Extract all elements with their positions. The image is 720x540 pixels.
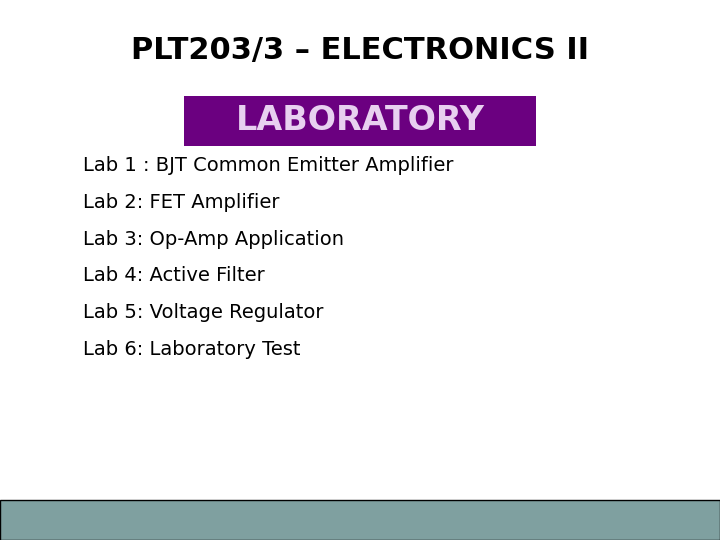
FancyBboxPatch shape xyxy=(0,500,720,540)
Text: Lab 3: Op-Amp Application: Lab 3: Op-Amp Application xyxy=(83,230,344,249)
Text: PLT203/3 – ELECTRONICS II: PLT203/3 – ELECTRONICS II xyxy=(131,36,589,65)
Text: Lab 5: Voltage Regulator: Lab 5: Voltage Regulator xyxy=(83,303,323,322)
Text: Lab 4: Active Filter: Lab 4: Active Filter xyxy=(83,266,264,286)
Text: Lab 6: Laboratory Test: Lab 6: Laboratory Test xyxy=(83,340,300,359)
Text: LABORATORY: LABORATORY xyxy=(235,104,485,138)
FancyBboxPatch shape xyxy=(184,96,536,146)
Text: Lab 1 : BJT Common Emitter Amplifier: Lab 1 : BJT Common Emitter Amplifier xyxy=(83,156,454,176)
Text: Lab 2: FET Amplifier: Lab 2: FET Amplifier xyxy=(83,193,279,212)
